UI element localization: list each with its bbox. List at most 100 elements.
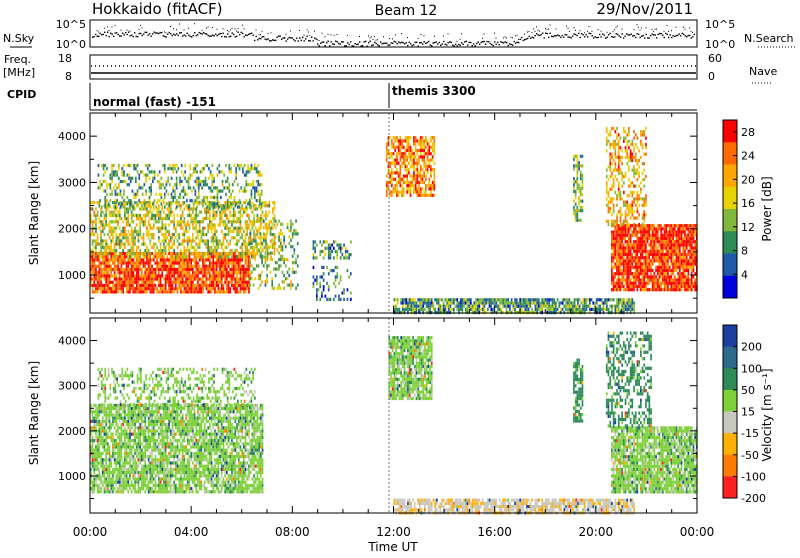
heatmap-cell xyxy=(635,285,637,288)
heatmap-cell xyxy=(161,217,163,220)
heatmap-cell xyxy=(100,220,102,223)
heatmap-cell xyxy=(198,186,200,189)
heatmap-cell xyxy=(151,211,153,214)
heatmap-cell xyxy=(615,305,617,308)
heatmap-cell xyxy=(265,211,267,214)
heatmap-cell xyxy=(221,290,223,293)
noise-point xyxy=(166,36,167,37)
heatmap-cell xyxy=(172,265,174,268)
noise-search-point xyxy=(448,33,449,34)
noise-search-point xyxy=(229,31,230,32)
heatmap-cell xyxy=(202,274,204,277)
heatmap-cell xyxy=(246,246,248,249)
heatmap-cell xyxy=(105,211,107,214)
heatmap-cell xyxy=(316,298,318,301)
heatmap-cell xyxy=(243,271,245,274)
heatmap-cell xyxy=(411,301,413,304)
heatmap-cell xyxy=(623,298,625,301)
noise-point xyxy=(652,33,653,34)
heatmap-cell xyxy=(400,155,402,158)
heatmap-cell xyxy=(266,268,268,271)
noise-search-point xyxy=(377,39,378,40)
heatmap-cell xyxy=(228,220,230,223)
heatmap-cell xyxy=(195,290,197,293)
heatmap-cell xyxy=(144,281,146,284)
heatmap-cell xyxy=(269,201,271,204)
heatmap-cell xyxy=(132,190,134,193)
noise-point xyxy=(410,43,411,44)
noise-search-point xyxy=(529,31,530,32)
heatmap-cell xyxy=(473,308,475,311)
heatmap-cell xyxy=(638,240,640,243)
heatmap-cell xyxy=(422,149,424,152)
heatmap-cell xyxy=(97,201,99,204)
heatmap-cell xyxy=(167,271,169,274)
heatmap-cell xyxy=(420,139,422,142)
heatmap-cell xyxy=(172,287,174,290)
heatmap-cell xyxy=(582,187,584,190)
noise-search-point xyxy=(503,37,504,38)
heatmap-cell xyxy=(409,308,411,311)
heatmap-cell xyxy=(611,272,613,275)
heatmap-cell xyxy=(496,305,498,308)
heatmap-cell xyxy=(243,287,245,290)
heatmap-cell xyxy=(167,281,169,284)
heatmap-cell xyxy=(235,252,237,255)
heatmap-cell xyxy=(616,272,618,275)
heatmap-cell xyxy=(553,301,555,304)
noise-search-point xyxy=(112,27,113,28)
heatmap-cell xyxy=(190,246,192,249)
heatmap-cell xyxy=(640,256,642,259)
heatmap-cell xyxy=(190,262,192,265)
heatmap-cell xyxy=(205,196,207,199)
heatmap-cell xyxy=(173,268,175,271)
heatmap-cell xyxy=(261,248,263,251)
noise-point xyxy=(692,36,693,37)
heatmap-cell xyxy=(195,265,197,268)
heatmap-cell xyxy=(400,301,402,304)
heatmap-cell xyxy=(226,284,228,287)
heatmap-cell xyxy=(347,288,349,291)
heatmap-cell xyxy=(614,247,616,250)
heatmap-cell xyxy=(201,255,203,258)
heatmap-cell xyxy=(199,284,201,287)
heatmap-cell xyxy=(261,174,263,177)
heatmap-cell xyxy=(136,271,138,274)
heatmap-cell xyxy=(499,305,501,308)
heatmap-cell xyxy=(185,227,187,230)
heatmap-cell xyxy=(110,211,112,214)
heatmap-cell xyxy=(221,265,223,268)
heatmap-cell xyxy=(214,236,216,239)
heatmap-cell xyxy=(126,265,128,268)
heatmap-cell xyxy=(211,227,213,230)
heatmap-cell xyxy=(245,211,247,214)
heatmap-cell xyxy=(413,175,415,178)
heatmap-cell xyxy=(185,255,187,258)
heatmap-cell xyxy=(104,223,106,226)
heatmap-cell xyxy=(577,184,579,187)
noise-point xyxy=(541,34,542,35)
heatmap-cell xyxy=(647,227,649,230)
heatmap-cell xyxy=(93,220,95,223)
heatmap-cell xyxy=(188,186,190,189)
heatmap-cell xyxy=(197,255,199,258)
noise-point xyxy=(479,44,480,45)
noise-point xyxy=(529,36,530,37)
heatmap-cell xyxy=(192,281,194,284)
heatmap-cell xyxy=(105,255,107,258)
heatmap-cell xyxy=(633,250,635,253)
heatmap-cell xyxy=(623,234,625,237)
heatmap-cell xyxy=(626,247,628,250)
heatmap-cell xyxy=(623,272,625,275)
heatmap-cell xyxy=(417,191,419,194)
noise-search-point xyxy=(569,31,570,32)
heatmap-cell xyxy=(151,236,153,239)
heatmap-cell xyxy=(101,206,103,209)
heatmap-cell xyxy=(199,258,201,261)
heatmap-cell xyxy=(642,237,644,240)
heatmap-cell xyxy=(463,301,465,304)
noise-point xyxy=(581,33,582,34)
heatmap-cell xyxy=(105,258,107,261)
heatmap-cell xyxy=(190,220,192,223)
heatmap-cell xyxy=(165,287,167,290)
